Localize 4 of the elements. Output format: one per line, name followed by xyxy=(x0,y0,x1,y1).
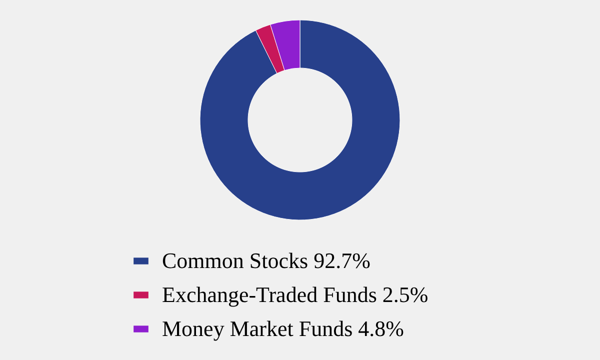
legend-label: Common Stocks 92.7% xyxy=(162,248,370,273)
legend-label: Exchange-Traded Funds 2.5% xyxy=(162,282,428,307)
legend-label: Money Market Funds 4.8% xyxy=(162,316,404,341)
donut-slice xyxy=(200,20,400,220)
